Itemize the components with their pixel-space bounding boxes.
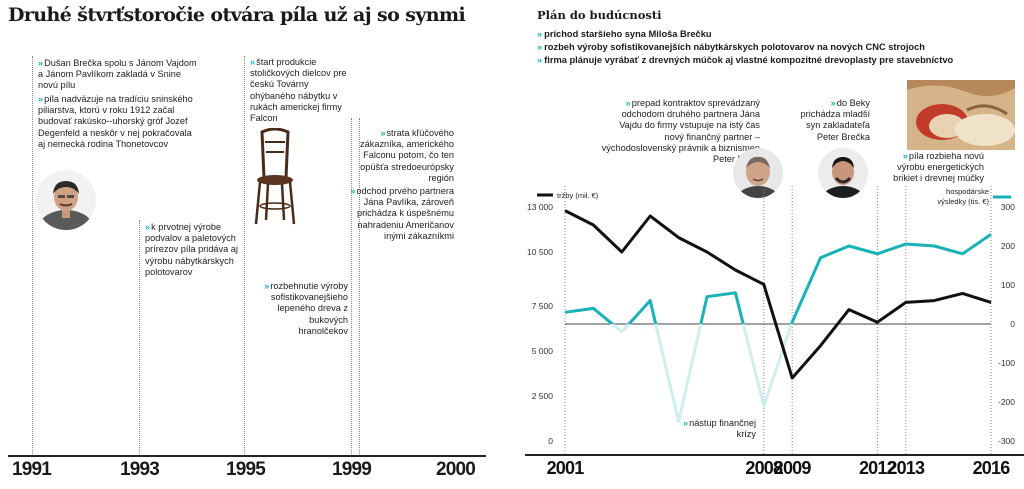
x-tick-label: 2013 xyxy=(887,458,925,478)
plan-title: Plán do budúcnosti xyxy=(537,8,662,22)
x-tick-label: 2001 xyxy=(547,458,585,478)
timeline-note: » strata kľúčového zákazníka, amerického … xyxy=(360,128,454,183)
x-tick-label: 2012 xyxy=(859,458,897,478)
timeline-note: » odchod prvého partnera Jána Pavlíka, zá… xyxy=(350,186,454,241)
profit-line xyxy=(564,233,992,324)
chart-note: » prepad kontraktov sprevádzaný odchodom … xyxy=(601,98,760,165)
year-label-1993: 1993 xyxy=(120,459,160,480)
legend-revenue: tržby (mil. €) xyxy=(557,191,599,200)
timeline-note: » rozbehnutie výroby sofistikovanejšieho … xyxy=(264,281,348,336)
left-tick-label: 7 500 xyxy=(532,301,554,311)
son-portrait xyxy=(818,148,868,198)
year-label-1991: 1991 xyxy=(12,459,52,480)
timeline-line-1995 xyxy=(244,56,245,456)
year-label-2000: 2000 xyxy=(436,459,476,480)
chart-note: » do Beky prichádza mladší syn zakladateľ… xyxy=(800,98,870,142)
chart-note: » píla rozbieha novú výrobu energetických… xyxy=(893,151,984,184)
chair-image xyxy=(250,127,300,226)
timeline-note: » píla nadväzuje na tradíciu sninského pi… xyxy=(38,94,193,149)
x-tick-label: 2016 xyxy=(973,458,1011,478)
headline: Druhé štvrťstoročie otvára píla už aj so… xyxy=(8,4,466,26)
legend-profit: hospodárske xyxy=(946,187,989,196)
plan-item: » firma plánuje vyrábať z drevných múčok … xyxy=(537,55,954,65)
right-tick-label: -200 xyxy=(998,397,1015,407)
year-label-1999: 1999 xyxy=(332,459,372,480)
timeline-note: » k prvotnej výrobe podvalov a paletových… xyxy=(145,222,238,277)
sawdust-photo xyxy=(907,80,1015,150)
timeline-baseline xyxy=(8,455,486,457)
year-label-1995: 1995 xyxy=(226,459,266,480)
left-tick-label: 10 500 xyxy=(527,247,553,257)
right-tick-label: 200 xyxy=(1001,241,1015,251)
timeline-line-1999a xyxy=(351,118,352,456)
chart-note: » nástup finančnej krízy xyxy=(682,418,756,440)
left-tick-label: 0 xyxy=(548,436,553,446)
left-tick-label: 2 500 xyxy=(532,391,554,401)
right-tick-label: -300 xyxy=(998,436,1015,446)
right-tick-label: -100 xyxy=(998,358,1015,368)
right-tick-label: 0 xyxy=(1010,319,1015,329)
timeline-note: » štart produkcie stoličkových dielcov pr… xyxy=(250,57,347,124)
investor-portrait xyxy=(733,148,783,198)
chart: 13 000 10 500 7 500 5 000 2 500 0 300 200 100 0 -1… xyxy=(525,185,1024,478)
left-tick-label: 13 000 xyxy=(527,202,553,212)
founder-portrait xyxy=(36,170,96,230)
legend-profit: výsledky (tis. €) xyxy=(937,197,989,206)
revenue-line xyxy=(564,209,992,380)
x-tick-label: 2008 xyxy=(745,458,783,478)
timeline-line-1991 xyxy=(32,56,33,456)
plan-item: » rozbeh výroby sofistikovanejších nábytk… xyxy=(537,42,925,52)
right-tick-label: 100 xyxy=(1001,280,1015,290)
x-tick-label: 2009 xyxy=(774,458,812,478)
plan-item: » príchod staršieho syna Miloša Brečku xyxy=(537,29,712,39)
right-tick-label: 300 xyxy=(1001,202,1015,212)
timeline-line-1999b xyxy=(359,118,360,456)
left-tick-label: 5 000 xyxy=(532,346,554,356)
timeline-line-1993 xyxy=(139,220,140,456)
timeline-note: » Dušan Brečka spolu s Jánom Vajdom a Ján… xyxy=(38,58,197,91)
